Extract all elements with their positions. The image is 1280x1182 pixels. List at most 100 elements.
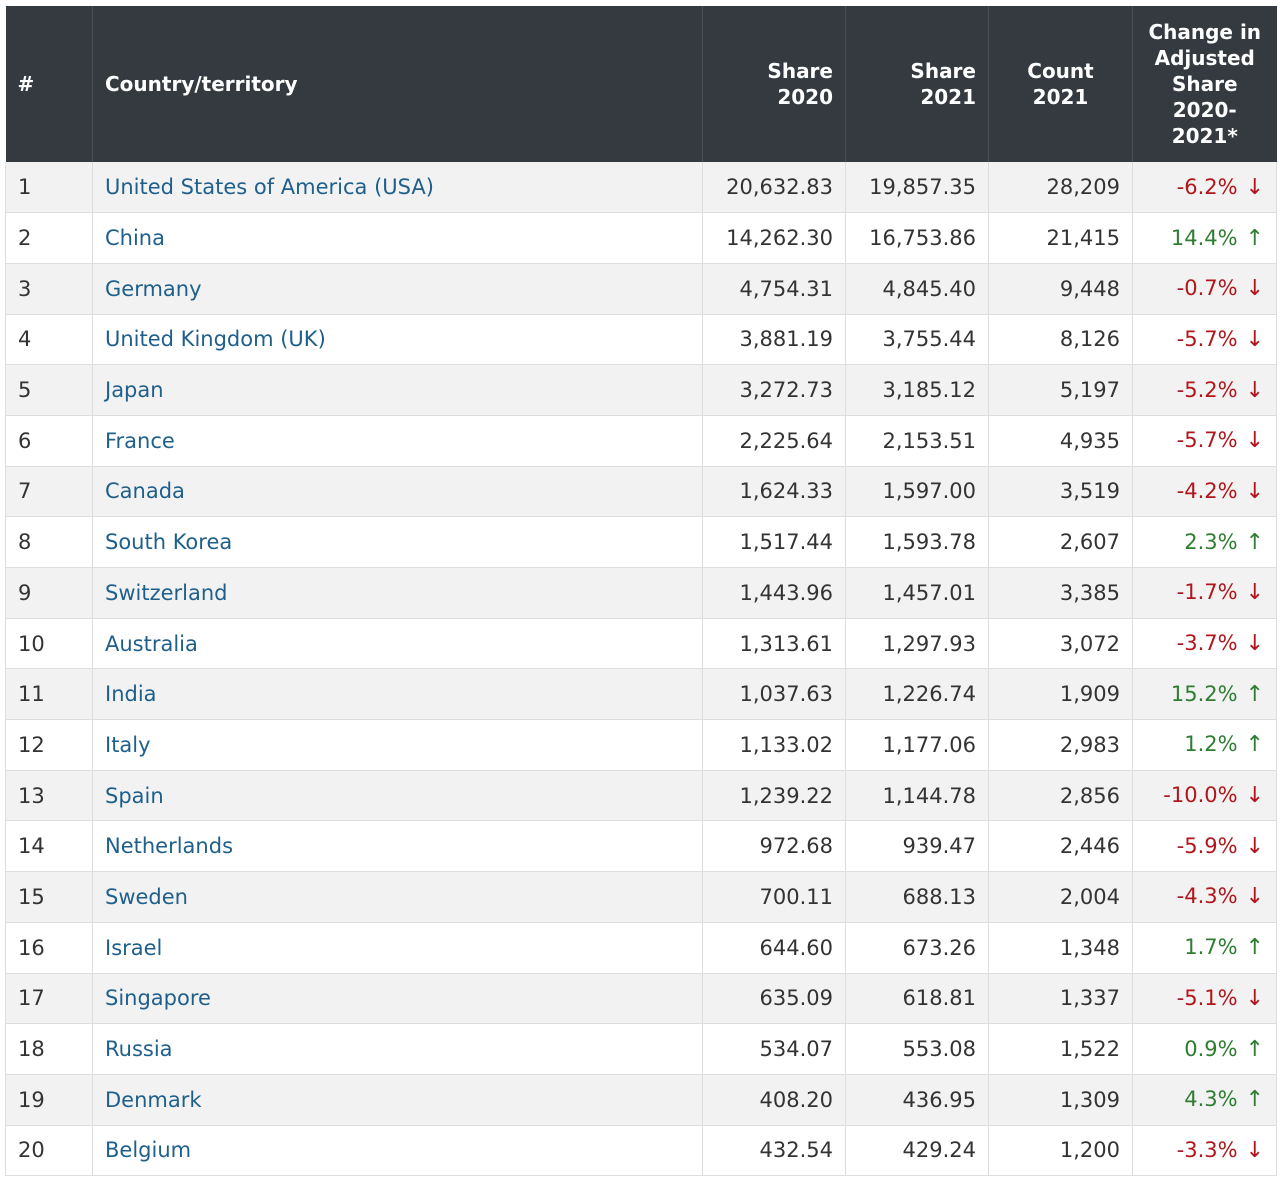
country-link[interactable]: Sweden — [92, 871, 703, 923]
rank-cell: 19 — [5, 1074, 93, 1126]
count-2021-cell: 2,607 — [988, 516, 1133, 568]
country-link[interactable]: United Kingdom (UK) — [92, 314, 703, 366]
change-value: -5.2% — [1176, 377, 1238, 402]
arrow-down-icon: ↓ — [1245, 884, 1264, 910]
rank-cell: 11 — [5, 668, 93, 721]
table-row: 3 Germany 4,754.31 4,845.40 9,448 -0.7% ↓ — [5, 263, 1277, 315]
country-link[interactable]: Denmark — [92, 1074, 703, 1126]
count-2021-column-header[interactable]: Count 2021 — [988, 6, 1133, 162]
change-column-header[interactable]: Change in Adjusted Share 2020- 2021* — [1132, 6, 1277, 162]
country-link[interactable]: Israel — [92, 922, 703, 974]
share-2021-cell: 19,857.35 — [845, 162, 989, 214]
table-row: 17 Singapore 635.09 618.81 1,337 -5.1% ↓ — [5, 973, 1277, 1025]
change-cell: -5.7% ↓ — [1132, 314, 1277, 366]
table-row: 6 France 2,225.64 2,153.51 4,935 -5.7% ↓ — [5, 415, 1277, 467]
change-cell: 15.2% ↑ — [1132, 668, 1277, 721]
country-link[interactable]: Australia — [92, 618, 703, 670]
count-2021-cell: 2,004 — [988, 871, 1133, 923]
arrow-down-icon: ↓ — [1245, 833, 1264, 859]
ranking-table-container: # Country/territory Share 2020 Share 202… — [5, 6, 1277, 1177]
country-link[interactable]: Japan — [92, 364, 703, 416]
rank-cell: 4 — [5, 314, 93, 366]
arrow-down-icon: ↓ — [1245, 631, 1264, 657]
share-2020-cell: 972.68 — [702, 820, 846, 873]
arrow-down-icon: ↓ — [1245, 276, 1264, 302]
country-link[interactable]: Russia — [92, 1023, 703, 1075]
share-2020-cell: 534.07 — [702, 1023, 846, 1075]
share-2020-cell: 700.11 — [702, 871, 846, 923]
country-link[interactable]: South Korea — [92, 516, 703, 568]
change-value: 1.2% — [1184, 732, 1238, 757]
share-2021-cell: 436.95 — [845, 1074, 989, 1126]
rank-cell: 2 — [5, 212, 93, 264]
country-link[interactable]: India — [92, 668, 703, 721]
share-2020-cell: 644.60 — [702, 922, 846, 974]
country-ranking-table: # Country/territory Share 2020 Share 202… — [5, 6, 1277, 1177]
country-link[interactable]: Italy — [92, 719, 703, 771]
count-2021-cell: 3,385 — [988, 567, 1133, 619]
change-cell: -0.7% ↓ — [1132, 263, 1277, 315]
share-2020-cell: 3,272.73 — [702, 364, 846, 416]
change-cell: -5.9% ↓ — [1132, 820, 1277, 873]
country-link[interactable]: Switzerland — [92, 567, 703, 619]
table-row: 7 Canada 1,624.33 1,597.00 3,519 -4.2% ↓ — [5, 466, 1277, 518]
country-link[interactable]: Singapore — [92, 973, 703, 1025]
table-row: 12 Italy 1,133.02 1,177.06 2,983 1.2% ↑ — [5, 719, 1277, 771]
count-2021-cell: 4,935 — [988, 415, 1133, 467]
count-2021-cell: 1,200 — [988, 1125, 1133, 1177]
share-2020-cell: 3,881.19 — [702, 314, 846, 366]
share-2020-cell: 14,262.30 — [702, 212, 846, 264]
change-value: -4.3% — [1176, 884, 1238, 909]
country-link[interactable]: Germany — [92, 263, 703, 315]
rank-column-header[interactable]: # — [5, 6, 93, 162]
share-2021-cell: 1,593.78 — [845, 516, 989, 568]
country-link[interactable]: Netherlands — [92, 820, 703, 873]
country-column-header[interactable]: Country/territory — [92, 6, 703, 162]
count-2021-cell: 3,519 — [988, 466, 1133, 518]
country-link[interactable]: Spain — [92, 770, 703, 822]
arrow-up-icon: ↑ — [1245, 1087, 1264, 1113]
count-header-line-1: Count — [1027, 59, 1094, 83]
share-2020-cell: 4,754.31 — [702, 263, 846, 315]
change-value: 2.3% — [1184, 529, 1238, 554]
share-2020-column-header[interactable]: Share 2020 — [702, 6, 846, 162]
table-row: 5 Japan 3,272.73 3,185.12 5,197 -5.2% ↓ — [5, 364, 1277, 416]
table-row: 18 Russia 534.07 553.08 1,522 0.9% ↑ — [5, 1023, 1277, 1075]
change-value: -3.3% — [1176, 1137, 1238, 1162]
arrow-down-icon: ↓ — [1245, 478, 1264, 504]
arrow-down-icon: ↓ — [1245, 377, 1264, 403]
change-cell: -3.3% ↓ — [1132, 1125, 1277, 1177]
country-link[interactable]: China — [92, 212, 703, 264]
rank-cell: 12 — [5, 719, 93, 771]
rank-cell: 9 — [5, 567, 93, 619]
country-link[interactable]: Belgium — [92, 1125, 703, 1177]
change-value: -5.7% — [1176, 428, 1238, 453]
arrow-up-icon: ↑ — [1245, 732, 1264, 758]
share-2021-cell: 16,753.86 — [845, 212, 989, 264]
country-link[interactable]: Canada — [92, 466, 703, 518]
arrow-down-icon: ↓ — [1245, 1137, 1264, 1163]
share-2021-cell: 1,457.01 — [845, 567, 989, 619]
share-2021-column-header[interactable]: Share 2021 — [845, 6, 989, 162]
rank-cell: 14 — [5, 820, 93, 873]
share-2020-cell: 408.20 — [702, 1074, 846, 1126]
arrow-down-icon: ↓ — [1245, 783, 1264, 809]
share-2021-cell: 618.81 — [845, 973, 989, 1025]
country-link[interactable]: France — [92, 415, 703, 467]
share-2021-cell: 429.24 — [845, 1125, 989, 1177]
rank-cell: 10 — [5, 618, 93, 670]
rank-cell: 5 — [5, 364, 93, 416]
share-2020-cell: 1,133.02 — [702, 719, 846, 771]
change-cell: -5.2% ↓ — [1132, 364, 1277, 416]
rank-cell: 16 — [5, 922, 93, 974]
change-cell: -4.2% ↓ — [1132, 466, 1277, 518]
table-row: 13 Spain 1,239.22 1,144.78 2,856 -10.0% ↓ — [5, 770, 1277, 822]
count-2021-cell: 1,522 — [988, 1023, 1133, 1075]
share-2020-cell: 432.54 — [702, 1125, 846, 1177]
change-value: -5.7% — [1176, 326, 1238, 351]
count-2021-cell: 28,209 — [988, 162, 1133, 214]
share-2020-cell: 1,313.61 — [702, 618, 846, 670]
country-link[interactable]: United States of America (USA) — [92, 162, 703, 214]
change-value: 14.4% — [1170, 225, 1238, 250]
rank-cell: 1 — [5, 162, 93, 214]
